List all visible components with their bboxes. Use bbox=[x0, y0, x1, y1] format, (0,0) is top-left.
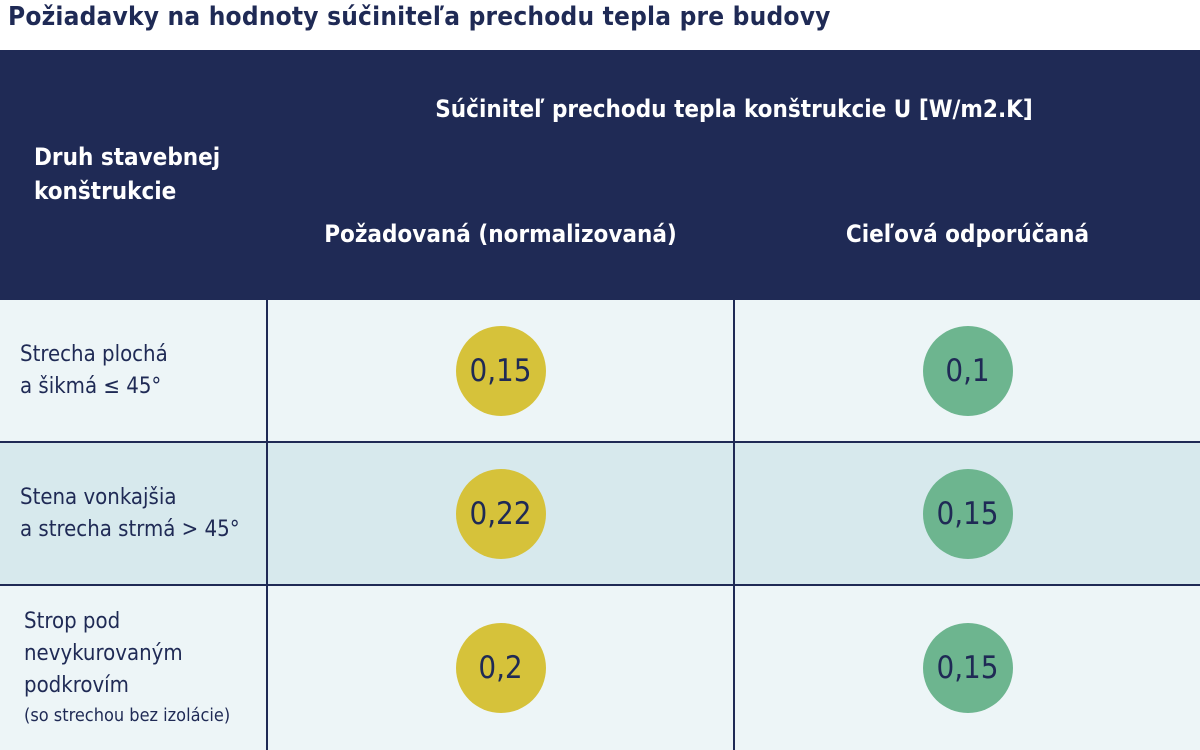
row-1-label: Strecha plochá a šikmá ≤ 45° bbox=[0, 300, 266, 441]
target-value-badge: 0,15 bbox=[922, 468, 1013, 559]
target-value-badge: 0,15 bbox=[922, 623, 1013, 713]
header-construction-type-line-2: konštrukcie bbox=[34, 177, 177, 205]
row-3-label: Strop pod nevykurovaným podkrovím (so st… bbox=[0, 586, 266, 750]
row-3-label-line-1: Strop pod bbox=[24, 609, 121, 634]
header-required-label: Požadovaná (normalizovaná) bbox=[324, 220, 677, 248]
header-target-label: Cieľová odporúčaná bbox=[845, 220, 1090, 248]
row-2-label-line-1: Stena vonkajšia bbox=[20, 484, 177, 510]
required-value-badge: 0,2 bbox=[455, 623, 546, 713]
row-3-target: 0,15 bbox=[735, 586, 1200, 750]
row-2-required: 0,22 bbox=[268, 443, 733, 584]
row-3-label-note: (so strechou bez izolácie) bbox=[24, 705, 231, 726]
target-value-badge: 0,1 bbox=[922, 325, 1013, 416]
row-1-label-line-2: a šikmá ≤ 45° bbox=[20, 373, 162, 399]
required-value-badge: 0,22 bbox=[455, 468, 546, 559]
row-3-label-line-3: podkrovím bbox=[24, 673, 129, 698]
page-title: Požiadavky na hodnoty súčiniteľa prechod… bbox=[8, 2, 831, 32]
row-2-target: 0,15 bbox=[735, 443, 1200, 584]
header-u-value-label: Súčiniteľ prechodu tepla konštrukcie U [… bbox=[435, 95, 1033, 123]
row-1-target: 0,1 bbox=[735, 300, 1200, 441]
row-2-label-line-2: a strecha strmá > 45° bbox=[20, 516, 240, 542]
row-1-required: 0,15 bbox=[268, 300, 733, 441]
row-3-label-line-2: nevykurovaným bbox=[24, 641, 183, 666]
header-construction-type-line-1: Druh stavebnej bbox=[34, 143, 221, 171]
u-value-table: Druh stavebnej konštrukcie Súčiniteľ pre… bbox=[0, 50, 1200, 750]
row-1-label-line-1: Strecha plochá bbox=[20, 341, 168, 367]
header-required: Požadovaná (normalizovaná) bbox=[268, 170, 733, 298]
required-value-badge: 0,15 bbox=[455, 325, 546, 416]
row-2-label: Stena vonkajšia a strecha strmá > 45° bbox=[0, 443, 266, 584]
header-construction-type: Druh stavebnej konštrukcie bbox=[0, 50, 266, 298]
header-u-value-group: Súčiniteľ prechodu tepla konštrukcie U [… bbox=[268, 50, 1200, 168]
row-3-required: 0,2 bbox=[268, 586, 733, 750]
header-target: Cieľová odporúčaná bbox=[735, 170, 1200, 298]
